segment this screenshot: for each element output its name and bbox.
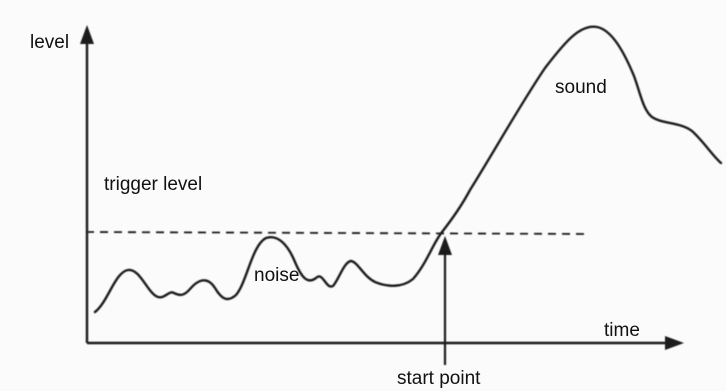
start-point-arrowhead (438, 236, 452, 255)
y-axis-label: level (30, 32, 69, 53)
trigger-level-label: trigger level (104, 174, 202, 195)
y-axis-arrowhead (80, 25, 94, 44)
x-axis-label: time (604, 320, 640, 341)
sound-label: sound (555, 77, 607, 98)
trigger-level-line (85, 231, 591, 235)
diagram-drawing (80, 25, 723, 365)
x-axis-arrowhead (665, 336, 684, 350)
start-point-label: start point (397, 368, 481, 389)
noise-label: noise (254, 265, 299, 286)
signal-curve (93, 25, 723, 314)
